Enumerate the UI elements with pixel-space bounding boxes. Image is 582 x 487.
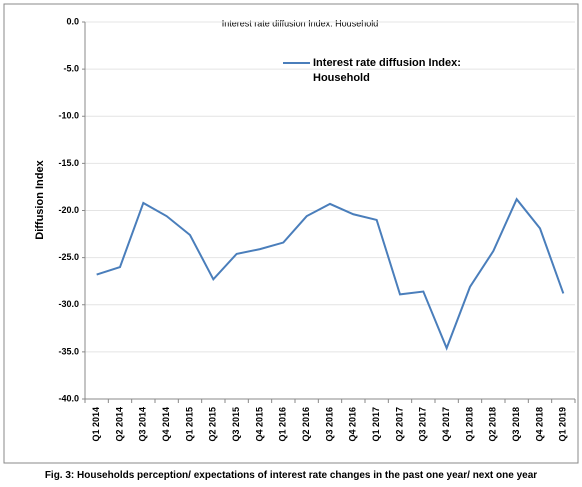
y-tick-label: -30.0 — [58, 299, 79, 309]
x-tick-label: Q3 2015 — [231, 407, 241, 442]
x-tick-label: Q4 2014 — [161, 407, 171, 442]
x-tick-label: Q4 2017 — [441, 407, 451, 442]
x-tick-label: Q1 2016 — [278, 407, 288, 442]
series-line — [96, 197, 565, 351]
x-tick-label: Q1 2014 — [91, 407, 101, 442]
x-tick-label: Q2 2014 — [114, 407, 124, 442]
x-tick-label: Q2 2016 — [301, 407, 311, 442]
y-tick-label: 0.0 — [66, 16, 79, 26]
x-tick-label: Q2 2015 — [208, 407, 218, 442]
x-tick-label: Q2 2017 — [394, 407, 404, 442]
chart-title: Interest rate diffusion Index: Household — [222, 18, 378, 28]
y-tick-label: -10.0 — [58, 111, 79, 121]
y-tick-label: -25.0 — [58, 252, 79, 262]
x-tick-label: Q3 2018 — [511, 407, 521, 442]
x-tick-label: Q2 2018 — [488, 407, 498, 442]
x-tick-label: Q4 2015 — [254, 407, 264, 442]
y-tick-label: -15.0 — [58, 158, 79, 168]
y-axis-label: Diffusion Index — [34, 159, 46, 239]
x-tick-label: Q3 2017 — [418, 407, 428, 442]
legend-label: Interest rate diffusion Index: Household — [313, 57, 461, 84]
x-tick-label: Q3 2016 — [324, 407, 334, 442]
x-tick-label: Q1 2018 — [464, 407, 474, 442]
y-tick-label: -20.0 — [58, 205, 79, 215]
x-tick-label: Q4 2016 — [348, 407, 358, 442]
y-tick-label: -40.0 — [58, 393, 79, 403]
x-tick-label: Q1 2019 — [558, 407, 568, 442]
x-tick-label: Q1 2017 — [371, 407, 381, 442]
x-tick-label: Q4 2018 — [534, 407, 544, 442]
y-tick-label: -5.0 — [63, 64, 79, 74]
frame — [3, 3, 579, 464]
y-tick-label: -35.0 — [58, 346, 79, 356]
x-tick-label: Q1 2015 — [184, 407, 194, 442]
x-tick-label: Q3 2014 — [138, 407, 148, 442]
caption: Fig. 3: Households perception/ expectati… — [44, 470, 538, 481]
